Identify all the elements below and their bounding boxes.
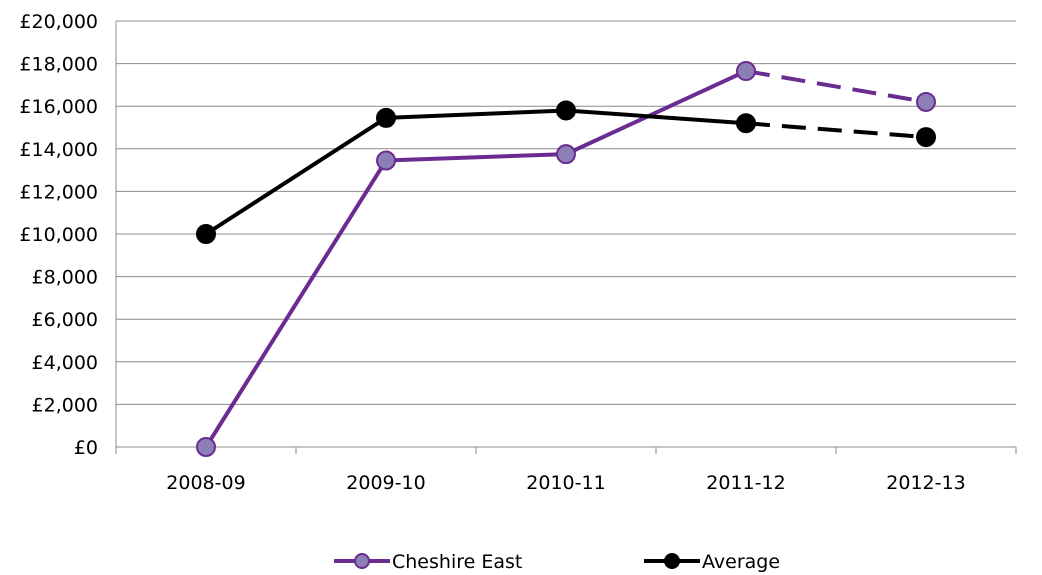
legend-marker xyxy=(664,553,680,569)
series-segment-average xyxy=(385,108,567,120)
series-lines xyxy=(204,69,927,449)
data-point-cheshire-east xyxy=(376,150,396,171)
data-point-cheshire-east xyxy=(916,91,936,112)
x-tick-label: 2009-10 xyxy=(346,472,425,494)
x-axis-tick-labels: 2008-09 2009-10 2010-11 2011-12 2012-13 xyxy=(166,472,965,494)
data-point-average xyxy=(196,224,216,244)
series-segment-cheshire-east xyxy=(745,69,927,104)
data-point-average xyxy=(916,127,936,148)
series-markers xyxy=(196,61,936,457)
gridlines xyxy=(116,20,1016,405)
legend-label: Cheshire East xyxy=(392,551,522,573)
y-axis-tick-labels: £0 £2,000 £4,000 £6,000 £8,000 £10,000 £12,000… xyxy=(19,11,98,459)
data-point-average xyxy=(736,113,756,134)
series-segment-average xyxy=(565,108,747,126)
legend-marker xyxy=(354,553,370,569)
series-segment-cheshire-east xyxy=(204,159,388,449)
y-tick-label: £14,000 xyxy=(19,139,98,161)
y-tick-label: £6,000 xyxy=(32,309,98,331)
x-tick-label: 2008-09 xyxy=(166,472,245,494)
y-tick-label: £18,000 xyxy=(19,54,98,76)
series-segment-average xyxy=(745,121,927,140)
data-point-average xyxy=(556,100,576,121)
x-tick-label: 2010-11 xyxy=(526,472,605,494)
data-point-cheshire-east xyxy=(196,437,216,457)
y-tick-label: £20,000 xyxy=(19,11,98,33)
y-tick-label: £0 xyxy=(74,437,98,459)
series-segment-average xyxy=(204,116,388,236)
y-tick-label: £16,000 xyxy=(19,96,98,118)
series-segment-cheshire-east xyxy=(565,69,747,156)
x-tick-label: 2011-12 xyxy=(706,472,785,494)
axes xyxy=(115,21,1017,454)
y-tick-label: £12,000 xyxy=(19,181,98,203)
y-tick-label: £4,000 xyxy=(32,352,98,374)
series-segment-cheshire-east xyxy=(385,152,567,163)
data-point-average xyxy=(376,107,396,128)
data-point-cheshire-east xyxy=(736,61,756,82)
y-tick-label: £10,000 xyxy=(19,224,98,246)
y-tick-label: £8,000 xyxy=(32,267,98,289)
legend: Cheshire East Average xyxy=(334,551,780,573)
data-point-cheshire-east xyxy=(556,144,576,165)
y-tick-label: £2,000 xyxy=(32,394,98,416)
x-tick-label: 2012-13 xyxy=(886,472,965,494)
legend-label: Average xyxy=(702,551,780,573)
